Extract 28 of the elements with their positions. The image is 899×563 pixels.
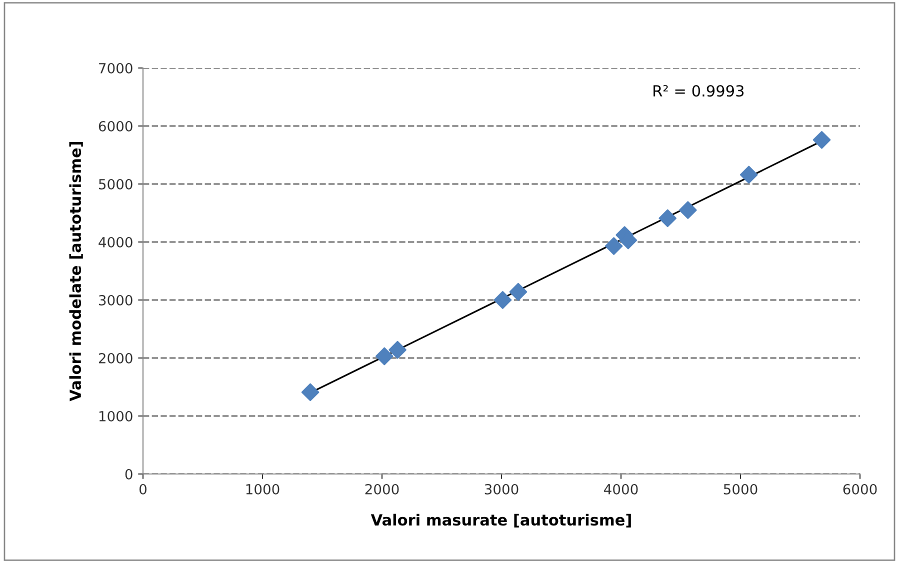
y-tick-label: 5000 (99, 178, 132, 190)
y-tick-label: 0 (125, 468, 132, 480)
y-tick-label: 3000 (98, 294, 132, 306)
point (509, 282, 528, 301)
point (658, 209, 677, 228)
x-axis-title: Valori masurate [autoturisme] (370, 514, 631, 528)
point (494, 291, 512, 309)
x-tick-label: 0 (139, 484, 146, 494)
point (375, 347, 394, 366)
point (604, 237, 623, 255)
point (812, 131, 831, 149)
x-tick-label: 1000 (246, 484, 280, 494)
y-tick-label: 6000 (98, 120, 132, 132)
y-axis-title: Valori modelate [autoturisme] (69, 142, 83, 402)
y-tick-label: 1000 (99, 410, 132, 422)
annotation: R² = 0.9993 (654, 85, 744, 97)
point (679, 201, 697, 220)
point (740, 166, 758, 184)
x-tick-label: 5000 (724, 484, 758, 494)
x-tick-label: 4000 (604, 484, 638, 494)
y-tick-label: 2000 (98, 352, 132, 364)
point (301, 383, 320, 402)
x-tick-label: 3000 (484, 484, 518, 494)
x-tick-label: 2000 (365, 484, 399, 494)
y-tick-label: 4000 (98, 236, 132, 248)
point (388, 340, 406, 359)
y-tick-label: 7000 (99, 62, 132, 74)
x-tick-label: 6000 (843, 484, 877, 494)
